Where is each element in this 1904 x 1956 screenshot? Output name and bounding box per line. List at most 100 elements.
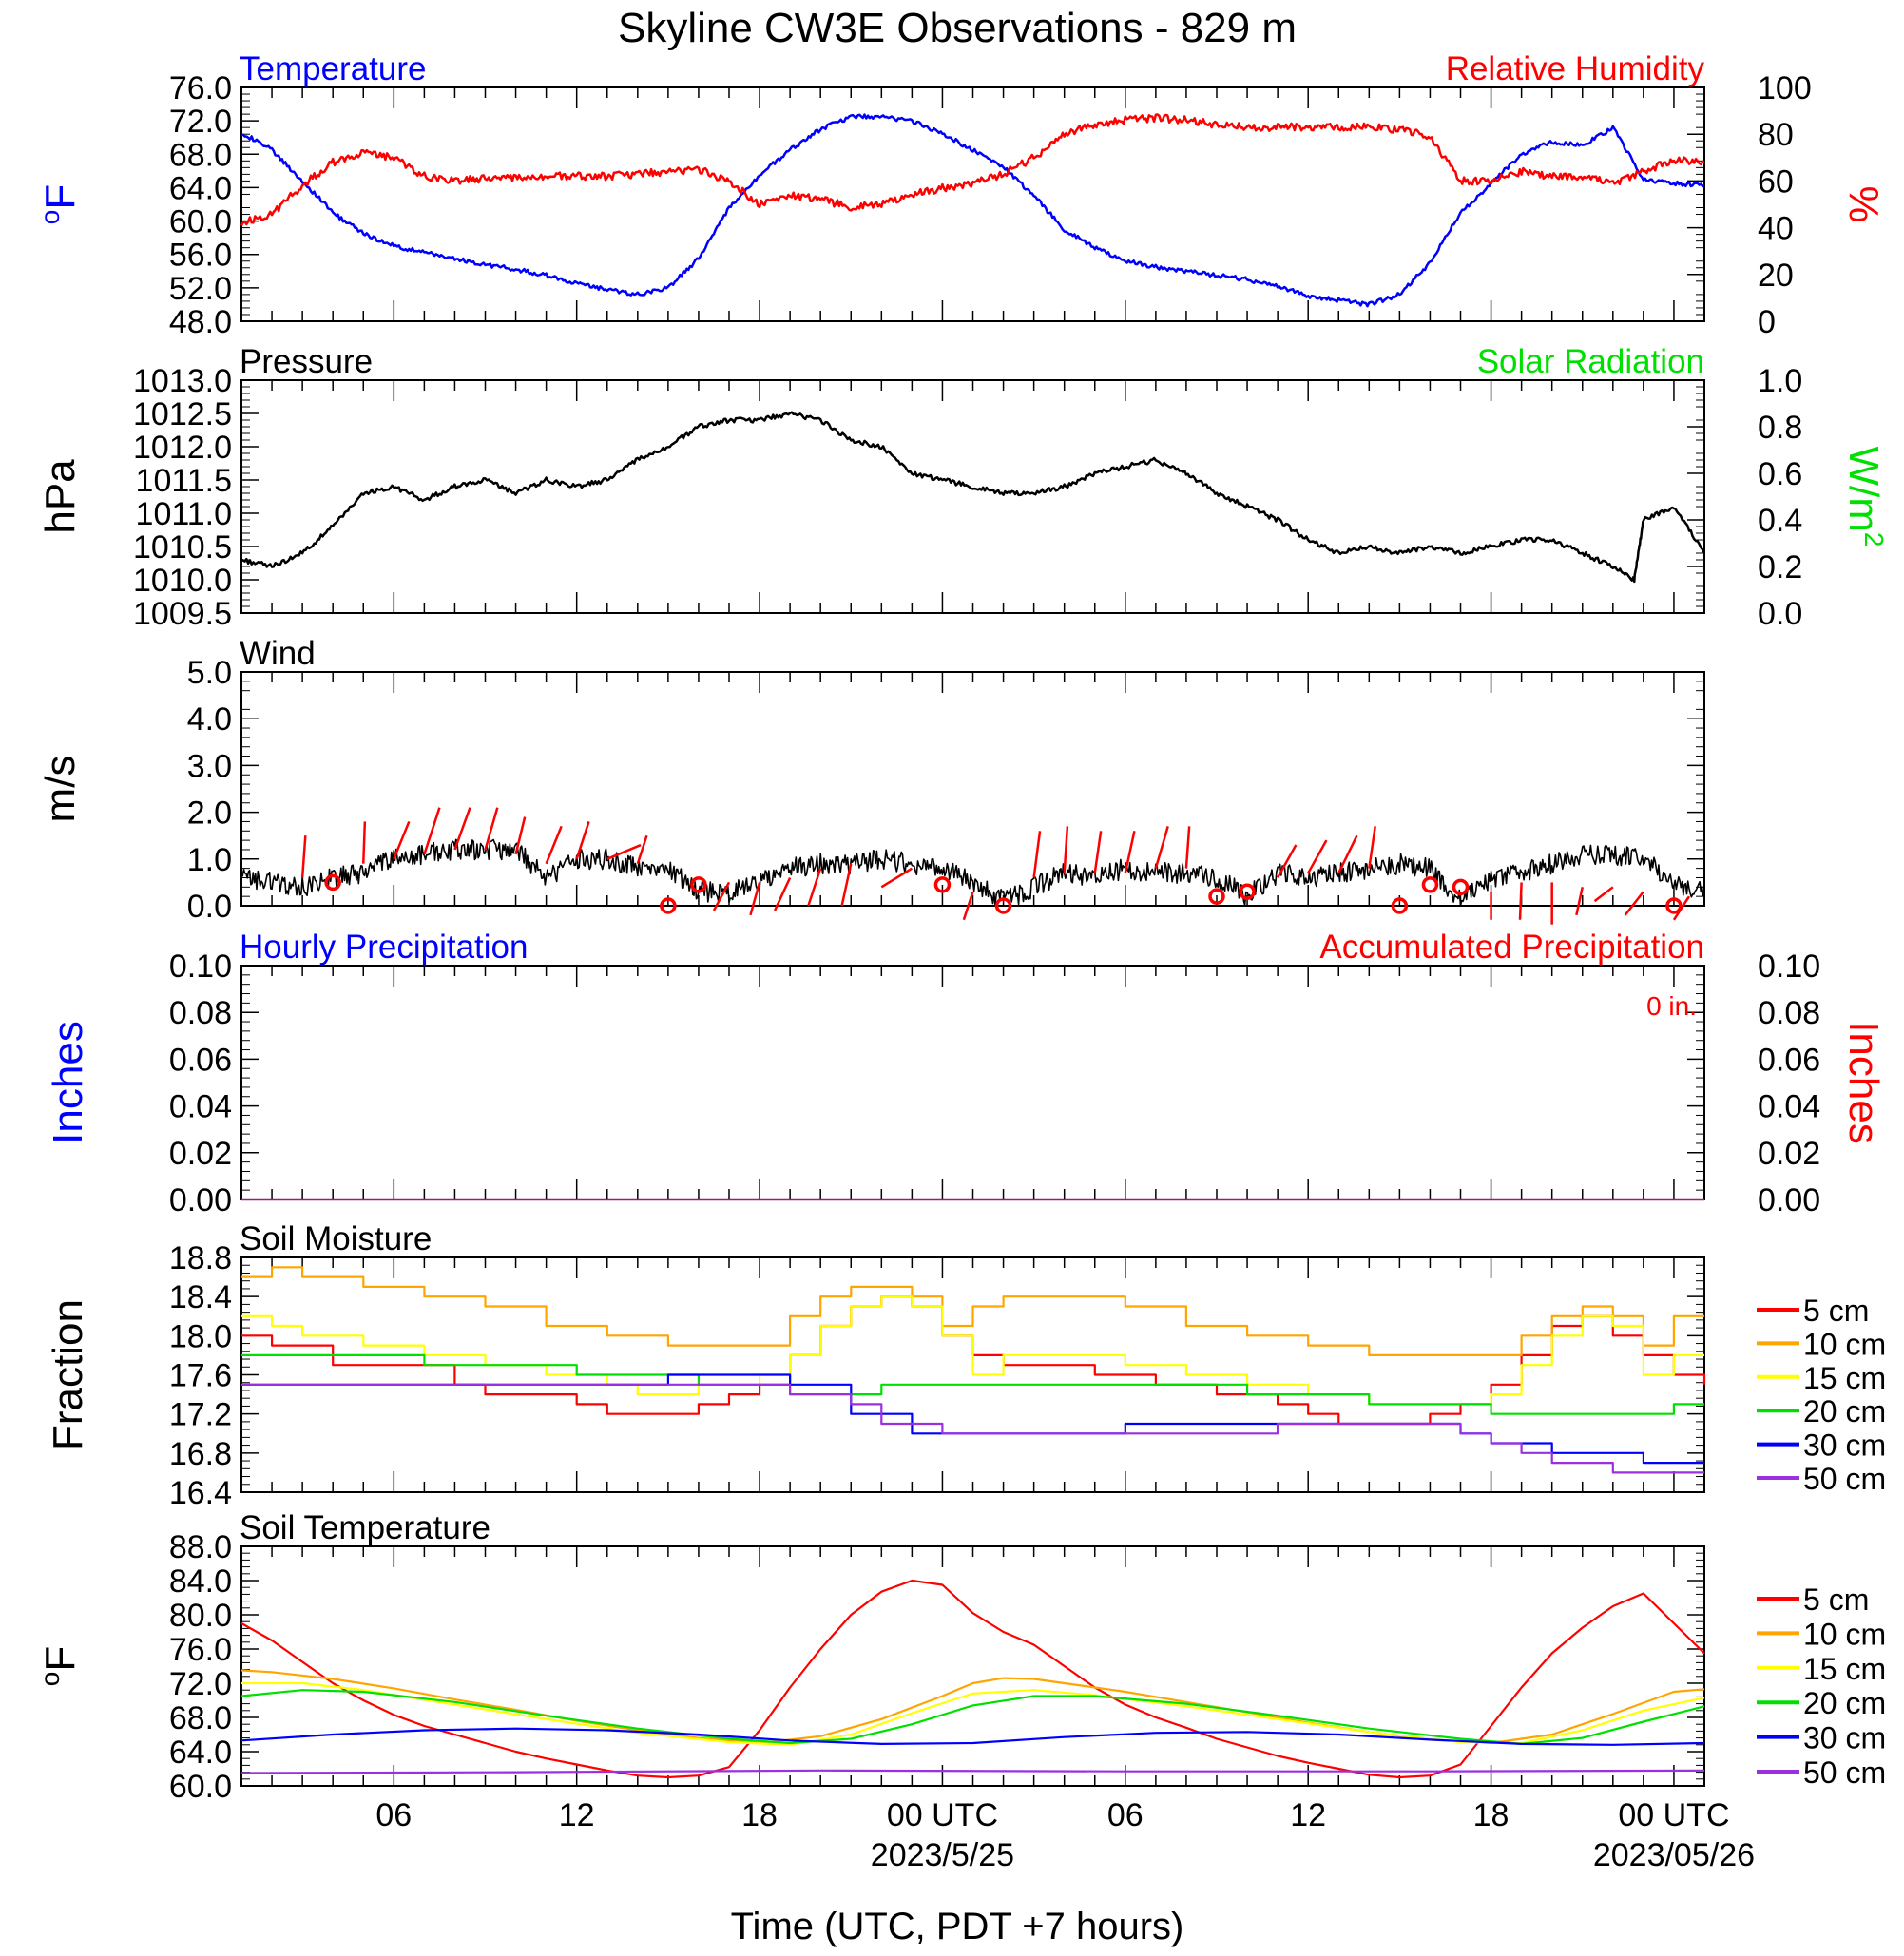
pressure-right-tick-label: 1.0 (1758, 363, 1802, 399)
wind-barb (636, 834, 648, 865)
wind-barb (484, 807, 499, 851)
wind-calm-circle (1421, 876, 1439, 893)
x-tick-date-label: 2023/05/26 (1593, 1837, 1755, 1873)
wind-barb (1124, 831, 1136, 873)
pressure-right-title: Solar Radiation (1477, 343, 1704, 380)
precip-annotation: 0 in. (1646, 991, 1697, 1021)
precip-right-tick-label: 0.02 (1758, 1136, 1820, 1172)
precip-left-unit: Inches (45, 1021, 91, 1144)
wind-left-tick-label: 4.0 (187, 701, 232, 738)
wind-barb (575, 821, 590, 860)
precip-left-title: Hourly Precipitation (240, 929, 528, 966)
soil_moisture-series-10-cm (241, 1266, 1704, 1356)
soil_moisture-legend-label: 5 cm (1803, 1294, 1869, 1328)
precip-right-tick-label: 0.10 (1758, 949, 1820, 985)
wind-calm-circle (933, 876, 952, 893)
temp_rh-left-tick-label: 68.0 (169, 137, 232, 173)
x-tick-label: 00 UTC (1618, 1797, 1729, 1833)
x-tick-label: 18 (1473, 1797, 1510, 1833)
soil_moisture-left-tick-label: 18.0 (169, 1318, 232, 1354)
pressure-right-tick-label: 0.4 (1758, 503, 1802, 539)
wind-barb (1277, 844, 1298, 879)
wind-calm-circle (1452, 878, 1470, 896)
pressure-left-tick-label: 1013.0 (133, 363, 232, 399)
x-tick-date-label: 2023/5/25 (871, 1837, 1014, 1873)
precip-right-unit: Inches (1840, 1021, 1887, 1144)
precip-left-tick-label: 0.04 (169, 1089, 232, 1125)
pressure-left-tick-label: 1010.0 (133, 563, 232, 599)
soil_temp-legend-label: 30 cm (1803, 1721, 1886, 1755)
temp_rh-left-unit: oF (35, 184, 84, 224)
soil_moisture-left-unit: Fraction (45, 1299, 91, 1450)
precip-left-tick-label: 0.02 (169, 1136, 232, 1172)
pressure-left-tick-label: 1012.0 (133, 430, 232, 466)
soil_moisture-legend-label: 15 cm (1803, 1361, 1886, 1395)
pressure-right-tick-label: 0.6 (1758, 456, 1802, 492)
wind-left-tick-label: 3.0 (187, 748, 232, 784)
wind-calm-circle (994, 897, 1012, 914)
x-tick-label: 12 (1290, 1797, 1326, 1833)
soil_moisture-legend-label: 10 cm (1803, 1327, 1886, 1361)
precip-right-tick-label: 0.04 (1758, 1089, 1820, 1125)
pressure-left-tick-label: 1011.0 (136, 496, 232, 532)
wind-calm-circle (1208, 888, 1225, 905)
soil_temp-left-unit: oF (35, 1646, 84, 1686)
soil_moisture-series-30-cm (241, 1373, 1704, 1465)
x-tick-label: 00 UTC (887, 1797, 998, 1833)
temp_rh-right-title: Relative Humidity (1446, 50, 1705, 87)
temp_rh-series-temperature (240, 113, 1705, 308)
pressure-left-tick-label: 1011.5 (136, 463, 232, 499)
temp_rh-left-tick-label: 64.0 (169, 170, 232, 206)
soil_temp-left-tick-label: 72.0 (169, 1666, 232, 1702)
soil_temp-legend-label: 5 cm (1803, 1582, 1869, 1617)
precip-left-tick-label: 0.00 (169, 1182, 232, 1218)
wind-barb (1093, 831, 1103, 873)
soil_moisture-left-tick-label: 17.2 (169, 1397, 232, 1433)
soil_moisture-legend-label: 50 cm (1803, 1462, 1886, 1496)
wind-barb (773, 876, 792, 911)
wind-left-title: Wind (240, 635, 316, 672)
soil_temp-series-30-cm (240, 1727, 1705, 1746)
wind-calm-circle (324, 873, 341, 892)
soil_temp-left-tick-label: 84.0 (169, 1563, 232, 1600)
wind-calm-circle (1239, 883, 1256, 900)
x-axis-label: Time (UTC, PDT +7 hours) (731, 1906, 1184, 1947)
soil_temp-series-5-cm (240, 1579, 1705, 1779)
wind-barb (514, 816, 527, 855)
wind-calm-circle (690, 876, 707, 893)
temp_rh-left-tick-label: 48.0 (169, 304, 232, 340)
wind-left-tick-label: 0.0 (187, 889, 232, 925)
soil_temp-left-tick-label: 60.0 (169, 1769, 232, 1805)
precip-left-tick-label: 0.08 (169, 995, 232, 1031)
soil_temp-left-title: Soil Temperature (240, 1509, 490, 1546)
wind-series-wind (240, 838, 1705, 907)
pressure-left-tick-label: 1009.5 (133, 596, 232, 632)
soil_moisture-series-50-cm (241, 1383, 1704, 1474)
pressure-right-tick-label: 0.2 (1758, 549, 1802, 585)
x-tick-label: 18 (741, 1797, 778, 1833)
wind-barb (1368, 826, 1376, 869)
wind-barb (1063, 826, 1069, 873)
wind-barb (545, 825, 563, 865)
precip-right-tick-label: 0.00 (1758, 1182, 1820, 1218)
soil_moisture-series-20-cm (241, 1353, 1704, 1415)
temp_rh-right-tick-label: 100 (1758, 70, 1812, 106)
temp_rh-left-tick-label: 76.0 (169, 70, 232, 106)
wind-barb (749, 882, 761, 916)
soil_moisture-left-title: Soil Moisture (240, 1220, 432, 1257)
wind-barb (840, 863, 853, 907)
wind-barb (1575, 887, 1584, 916)
pressure-right-tick-label: 0.8 (1758, 410, 1802, 446)
temp_rh-left-title: Temperature (240, 50, 426, 87)
temp_rh-right-tick-label: 0 (1758, 304, 1776, 340)
temp_rh-left-tick-label: 72.0 (169, 104, 232, 140)
soil_temp-legend-label: 20 cm (1803, 1686, 1886, 1720)
wind-barb (393, 820, 411, 860)
precip-right-tick-label: 0.06 (1758, 1042, 1820, 1078)
wind-barb (453, 807, 471, 851)
wind-left-unit: m/s (37, 756, 84, 823)
pressure-series-pressure (240, 411, 1706, 584)
pressure-left-title: Pressure (240, 343, 373, 380)
wind-calm-circle (1665, 897, 1683, 914)
